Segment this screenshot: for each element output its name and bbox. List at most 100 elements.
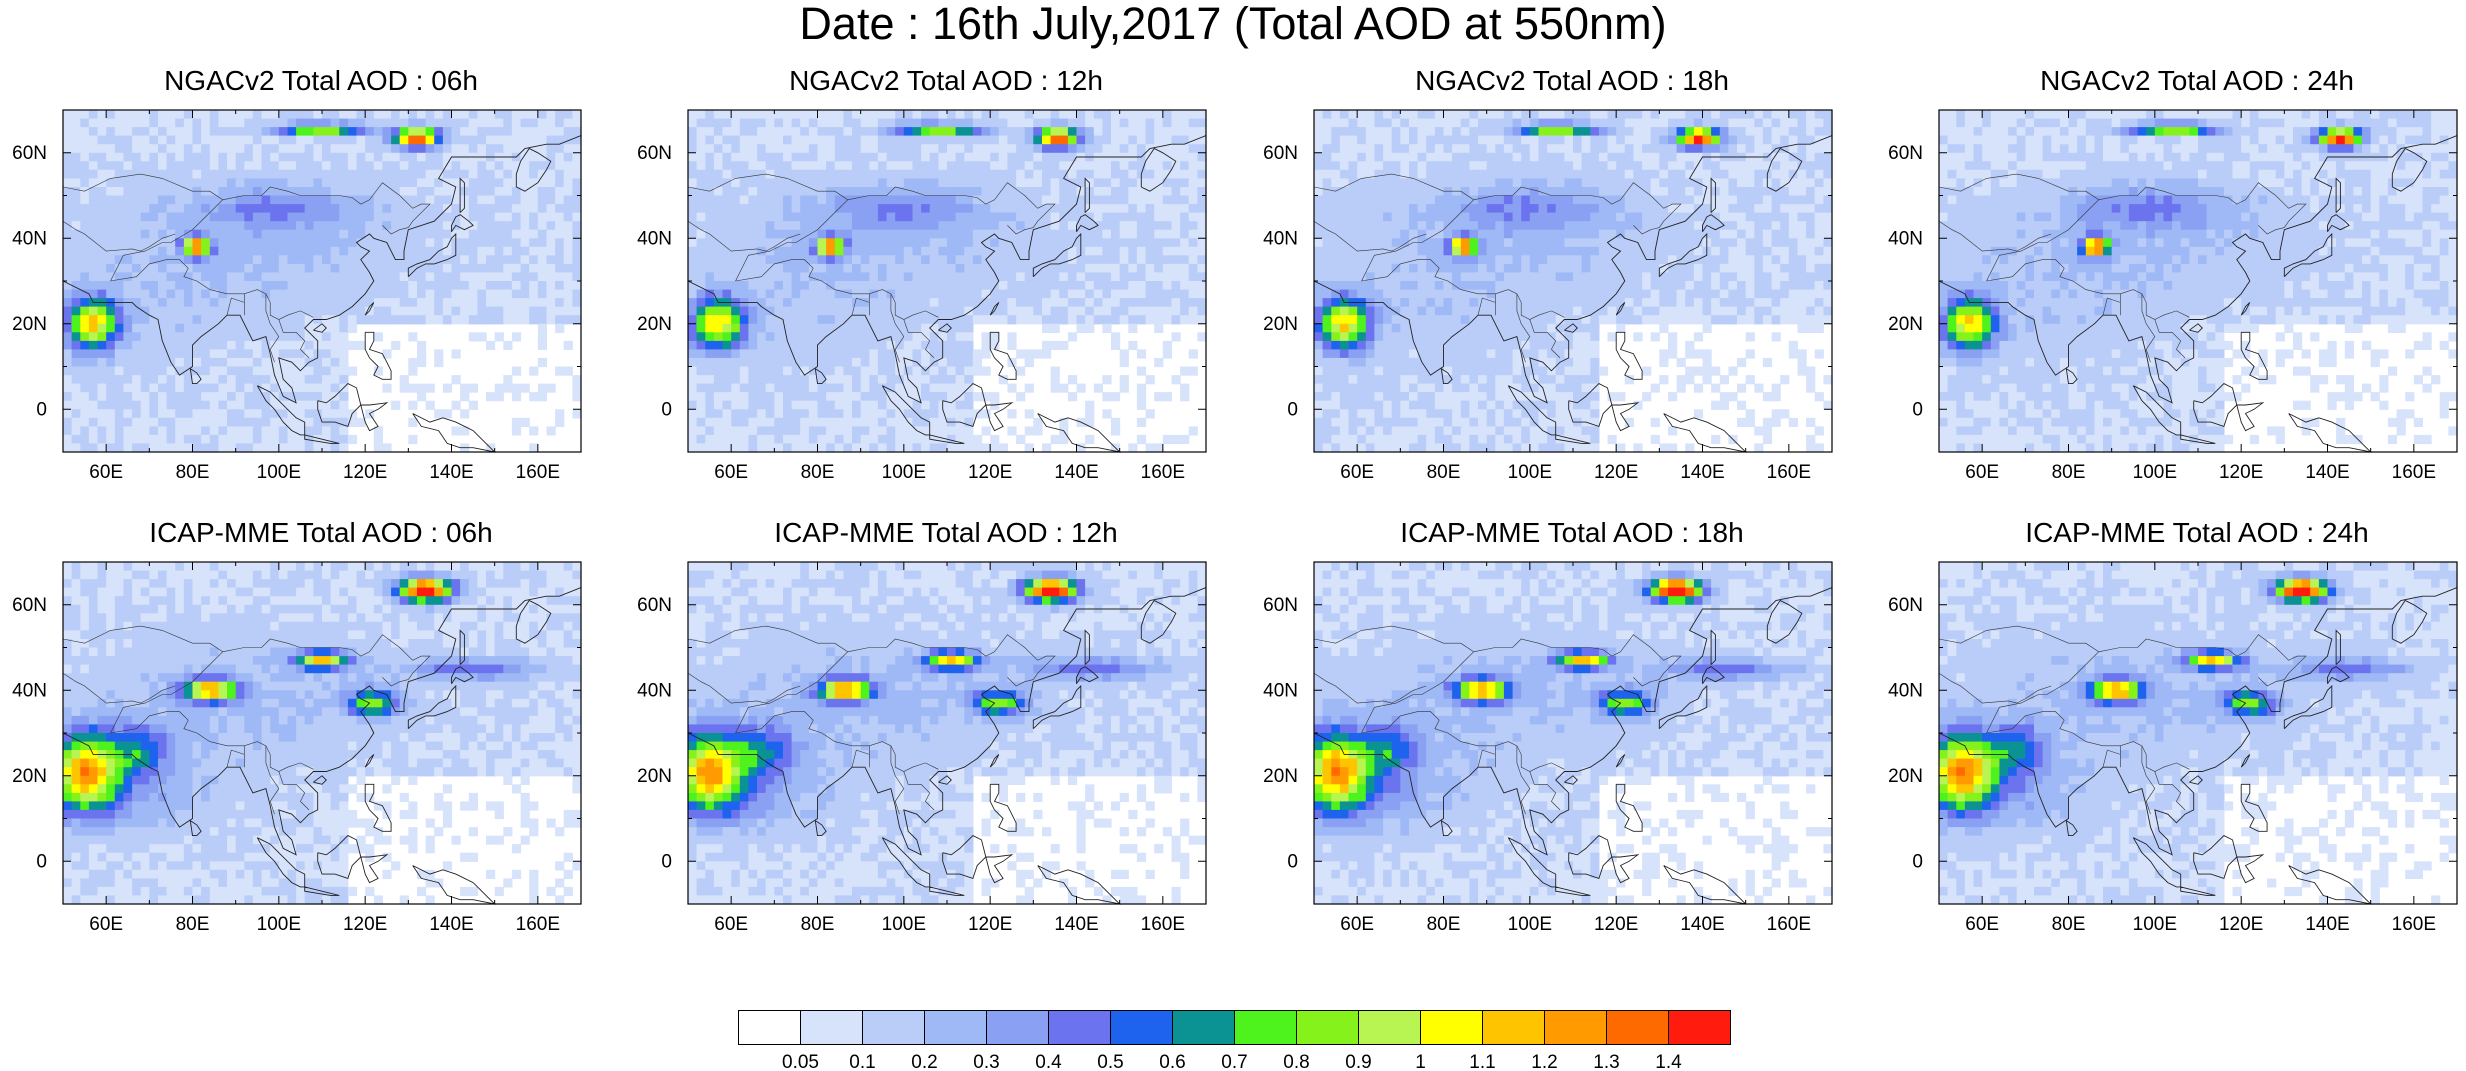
aod-cell bbox=[278, 272, 288, 282]
aod-cell bbox=[800, 323, 810, 333]
aod-cell bbox=[713, 375, 724, 385]
aod-cell bbox=[696, 263, 706, 273]
aod-cell bbox=[520, 383, 530, 393]
aod-cell bbox=[71, 315, 81, 325]
country-border bbox=[62, 220, 176, 252]
aod-cell bbox=[278, 383, 288, 393]
aod-cell bbox=[123, 127, 133, 137]
aod-cell bbox=[1197, 152, 1207, 162]
aod-cell bbox=[688, 281, 698, 291]
aod-cell bbox=[800, 281, 810, 291]
aod-cell bbox=[1564, 144, 1574, 154]
aod-cell bbox=[80, 246, 90, 256]
aod-cell bbox=[192, 383, 202, 393]
aod-cell bbox=[696, 332, 706, 342]
aod-cell bbox=[227, 238, 237, 248]
aod-cell bbox=[218, 204, 228, 214]
aod-cell bbox=[1426, 195, 1436, 205]
aod-cell bbox=[313, 187, 323, 197]
aod-cell bbox=[895, 340, 905, 350]
aod-cell bbox=[235, 298, 245, 308]
aod-cell bbox=[1180, 212, 1190, 222]
aod-cell bbox=[1823, 187, 1833, 197]
aod-cell bbox=[1348, 144, 1358, 154]
aod-cell bbox=[903, 332, 913, 342]
aod-cell bbox=[313, 289, 323, 299]
aod-cell bbox=[520, 195, 530, 205]
aod-cell bbox=[425, 238, 435, 248]
aod-cell bbox=[235, 229, 245, 239]
aod-cell bbox=[1059, 169, 1069, 179]
aod-cell bbox=[800, 110, 810, 120]
aod-cell bbox=[227, 298, 237, 308]
aod-cell bbox=[1624, 127, 1634, 137]
aod-cell bbox=[1050, 306, 1060, 316]
aod-cell bbox=[460, 204, 470, 214]
aod-cell bbox=[158, 392, 168, 402]
aod-cell bbox=[1676, 110, 1686, 120]
aod-cell bbox=[63, 118, 73, 128]
aod-cell bbox=[921, 118, 931, 128]
coastline bbox=[364, 302, 375, 316]
aod-cell bbox=[938, 443, 948, 453]
aod-cell bbox=[705, 161, 715, 171]
aod-cell bbox=[972, 238, 983, 248]
aod-cell bbox=[158, 187, 168, 197]
aod-cell bbox=[123, 306, 133, 316]
aod-cell bbox=[339, 340, 349, 350]
aod-cell bbox=[731, 400, 741, 410]
aod-cell bbox=[1573, 178, 1583, 188]
aod-cell bbox=[713, 144, 724, 154]
aod-cell bbox=[1538, 169, 1548, 179]
aod-cell bbox=[252, 212, 263, 222]
aod-cell bbox=[688, 152, 698, 162]
aod-cell bbox=[972, 221, 983, 231]
aod-cell bbox=[990, 263, 1000, 273]
aod-cell bbox=[964, 443, 974, 453]
aod-cell bbox=[783, 375, 793, 385]
aod-cell bbox=[1050, 127, 1060, 137]
aod-cell bbox=[477, 204, 487, 214]
aod-cell bbox=[252, 178, 263, 188]
aod-cell bbox=[903, 426, 913, 436]
aod-cell bbox=[860, 332, 870, 342]
aod-cell bbox=[929, 272, 939, 282]
aod-cell bbox=[382, 169, 392, 179]
aod-cell bbox=[572, 212, 582, 222]
aod-cell bbox=[1331, 144, 1341, 154]
aod-cell bbox=[339, 110, 349, 120]
aod-cell bbox=[705, 127, 715, 137]
aod-cell bbox=[503, 298, 513, 308]
aod-cell bbox=[1136, 417, 1147, 427]
aod-cell bbox=[696, 417, 706, 427]
aod-cell bbox=[757, 118, 767, 128]
aod-cell bbox=[886, 315, 896, 325]
aod-cell bbox=[347, 212, 358, 222]
aod-cell bbox=[192, 195, 202, 205]
aod-cell bbox=[1400, 161, 1410, 171]
aod-cell bbox=[1581, 152, 1591, 162]
aod-cell bbox=[1478, 144, 1488, 154]
aod-cell bbox=[1719, 187, 1729, 197]
aod-cell bbox=[140, 349, 150, 359]
aod-cell bbox=[97, 349, 107, 359]
aod-cell bbox=[1024, 152, 1034, 162]
aod-cell bbox=[417, 246, 427, 256]
aod-cell bbox=[209, 357, 219, 368]
aod-cell bbox=[486, 204, 496, 214]
aod-cell bbox=[1495, 169, 1505, 179]
aod-cell bbox=[304, 298, 314, 308]
aod-cell bbox=[503, 212, 513, 222]
aod-cell bbox=[88, 315, 99, 325]
aod-cell bbox=[791, 315, 801, 325]
aod-cell bbox=[834, 127, 844, 137]
aod-cell bbox=[278, 357, 288, 368]
aod-cell bbox=[774, 212, 784, 222]
aod-cell bbox=[705, 306, 715, 316]
aod-cell bbox=[1521, 187, 1531, 197]
aod-cell bbox=[1128, 187, 1138, 197]
aod-cell bbox=[774, 392, 784, 402]
x-tick-label: 140E bbox=[429, 462, 473, 483]
aod-cell bbox=[356, 110, 366, 120]
aod-cell bbox=[322, 178, 332, 188]
